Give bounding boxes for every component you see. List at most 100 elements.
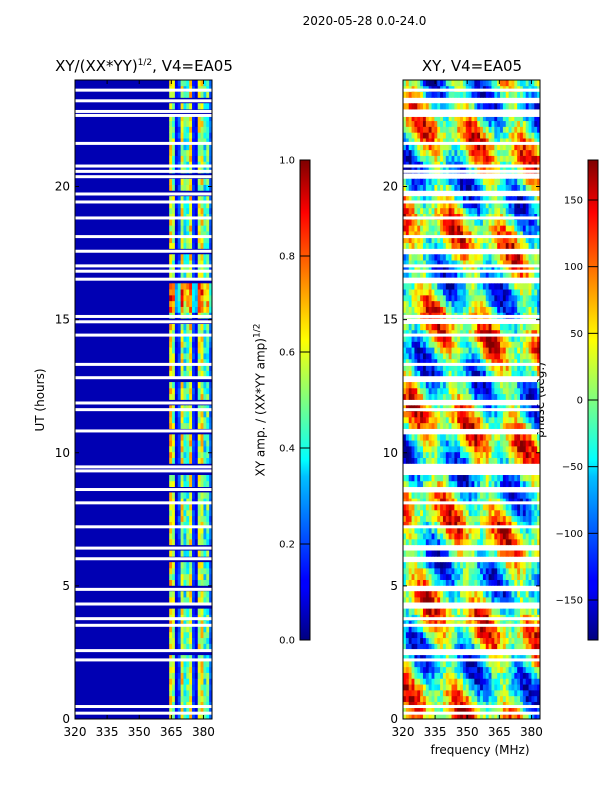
phase-cell — [440, 341, 444, 348]
phase-cell — [482, 231, 487, 238]
phase-cell — [488, 579, 492, 586]
phase-cell — [431, 416, 435, 424]
phase-cell — [425, 416, 430, 424]
phase-cell — [494, 475, 498, 482]
phase-cell — [531, 579, 535, 586]
phase-cell — [482, 620, 487, 627]
phase-cell — [525, 231, 529, 238]
phase-cell — [534, 387, 538, 395]
phase-cell — [525, 422, 529, 429]
phase-cell — [440, 265, 444, 273]
phase-cell — [454, 515, 458, 522]
phase-cell — [437, 416, 441, 424]
flag-gap — [75, 113, 212, 117]
amplitude-cell — [186, 138, 190, 145]
amplitude-cell — [174, 411, 179, 418]
phase-cell — [431, 242, 435, 249]
phase-cell — [471, 707, 475, 714]
amplitude-cell — [183, 637, 187, 644]
amplitude-cell — [186, 480, 190, 488]
phase-cell — [454, 457, 458, 464]
phase-cell — [448, 329, 452, 336]
phase-cell — [500, 626, 504, 633]
phase-cell — [508, 620, 512, 627]
phase-cell — [505, 445, 509, 453]
phase-cell — [514, 370, 518, 377]
phase-cell — [437, 707, 441, 714]
amplitude-cell — [174, 143, 179, 151]
phase-cell — [505, 684, 509, 691]
phase-cell — [440, 242, 444, 249]
amplitude-cell — [169, 323, 173, 331]
amplitude-cell — [192, 283, 196, 290]
phase-cell — [517, 422, 521, 429]
phase-cell — [502, 562, 507, 569]
phase-cell — [525, 329, 529, 336]
phase-cell — [474, 416, 478, 424]
amplitude-cell — [189, 306, 193, 313]
amplitude-cell — [206, 637, 210, 644]
phase-cell — [457, 631, 461, 639]
phase-cell — [428, 666, 432, 673]
phase-cell — [517, 219, 521, 226]
phase-cell — [457, 451, 461, 458]
amplitude-cell — [177, 695, 181, 702]
phase-cell — [477, 207, 481, 215]
phase-cell — [471, 440, 475, 447]
phase-cell — [408, 347, 412, 354]
phase-cell — [468, 306, 472, 313]
phase-cell — [522, 323, 527, 331]
phase-cell — [454, 666, 458, 673]
phase-cell — [517, 597, 521, 604]
phase-cell — [485, 591, 490, 598]
phase-cell — [425, 411, 430, 418]
amplitude-cell — [209, 103, 213, 110]
phase-cell — [474, 567, 478, 575]
phase-cell — [414, 323, 418, 331]
amplitude-cell — [200, 184, 204, 191]
phase-cell — [462, 236, 467, 244]
phase-cell — [434, 219, 438, 226]
amplitude-cell — [203, 242, 207, 249]
phase-cell — [440, 457, 444, 464]
amplitude-cell — [183, 80, 187, 87]
phase-cell — [420, 678, 424, 685]
phase-cell — [522, 631, 527, 639]
phase-cell — [451, 701, 455, 708]
phase-cell — [462, 335, 467, 342]
amplitude-cell — [180, 608, 184, 615]
phase-cell — [477, 329, 481, 336]
phase-cell — [405, 643, 410, 650]
phase-cell — [477, 300, 481, 307]
amplitude-cell — [189, 300, 193, 307]
phase-cell — [520, 422, 524, 429]
phase-cell — [440, 364, 444, 371]
phase-cell — [491, 579, 495, 586]
amplitude-title-exponent: 1/2 — [137, 58, 153, 68]
phase-cell — [425, 480, 430, 488]
phase-cell — [411, 509, 415, 517]
phase-cell — [411, 254, 415, 261]
amplitude-cell — [183, 672, 187, 679]
phase-cell — [494, 353, 498, 360]
phase-cell — [428, 364, 432, 371]
x-axis-label: frequency (MHz) — [430, 743, 530, 757]
phase-cell — [508, 236, 512, 244]
phase-cell — [431, 550, 435, 557]
phase-cell — [497, 527, 501, 534]
phase-cell — [488, 475, 492, 482]
phase-cell — [405, 289, 410, 296]
phase-cell — [457, 457, 461, 464]
phase-cell — [477, 225, 481, 232]
amplitude-cell — [197, 201, 201, 209]
phase-cell — [528, 306, 532, 313]
phase-cell — [482, 550, 487, 557]
phase-cell — [434, 335, 438, 342]
amplitude-cell — [183, 562, 187, 569]
phase-cell — [511, 358, 515, 366]
amplitude-cell — [197, 260, 201, 267]
phase-cell — [534, 242, 538, 249]
amplitude-cell — [189, 347, 193, 354]
phase-cell — [403, 684, 407, 691]
phase-cell — [403, 387, 407, 395]
